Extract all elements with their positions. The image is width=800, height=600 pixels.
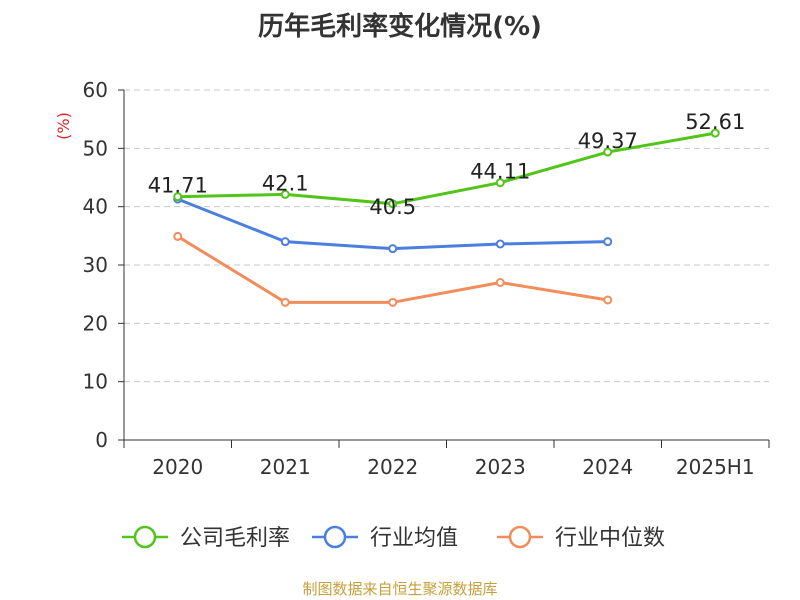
data-label: 44.11: [470, 160, 530, 184]
legend-label: 行业均值: [370, 526, 458, 551]
y-tick-label: 20: [83, 311, 108, 335]
data-point: [495, 239, 505, 249]
legend-label: 公司毛利率: [180, 526, 290, 551]
chart-title: 历年毛利率变化情况(%): [258, 12, 542, 42]
legend-label: 行业中位数: [555, 526, 665, 551]
legend-marker: [508, 525, 532, 549]
legend: 公司毛利率 行业均值 行业中位数: [122, 525, 665, 551]
legend-marker: [323, 525, 347, 549]
data-label: 52.61: [685, 110, 745, 134]
x-tick-label: 2024: [582, 455, 633, 479]
series-lines: [173, 128, 720, 307]
y-tick-label: 30: [83, 253, 108, 277]
data-point: [710, 128, 720, 138]
data-point: [388, 199, 398, 209]
axes: 0 10 20 30 40 50 60 2020 2021 2022 2023 2024 2025H1 (…: [54, 78, 770, 479]
data-point: [173, 231, 183, 241]
data-point: [603, 237, 613, 247]
y-tick-label: 0: [95, 428, 108, 452]
data-point: [280, 237, 290, 247]
data-point: [603, 147, 613, 157]
x-tick-label: 2023: [475, 455, 526, 479]
data-label: 42.1: [262, 171, 309, 195]
data-label: 49.37: [578, 129, 638, 153]
data-labels: 41.71 42.1 40.5 44.11 49.37 52.61: [148, 110, 746, 219]
y-tick-label: 10: [83, 370, 108, 394]
x-tick-label: 2022: [367, 455, 418, 479]
data-point: [173, 192, 183, 202]
data-point: [280, 297, 290, 307]
legend-marker: [133, 525, 157, 549]
data-point: [495, 178, 505, 188]
y-tick-label: 60: [83, 78, 108, 102]
series-line: [177, 131, 716, 206]
y-axis-label: (%): [54, 112, 73, 140]
y-tick-label: 40: [83, 195, 108, 219]
x-tick-label: 2021: [260, 455, 311, 479]
data-point: [280, 189, 290, 199]
x-tick-label: 2020: [152, 455, 203, 479]
data-point: [603, 295, 613, 305]
y-tick-label: 50: [83, 136, 108, 160]
data-point: [388, 297, 398, 307]
data-label: 41.71: [148, 174, 208, 198]
data-label: 40.5: [369, 195, 416, 219]
grid-lines: [124, 89, 769, 383]
data-point: [388, 244, 398, 254]
data-point: [495, 278, 505, 287]
source-note: 制图数据来自恒生聚源数据库: [302, 580, 498, 598]
x-tick-label: 2025H1: [676, 455, 755, 479]
